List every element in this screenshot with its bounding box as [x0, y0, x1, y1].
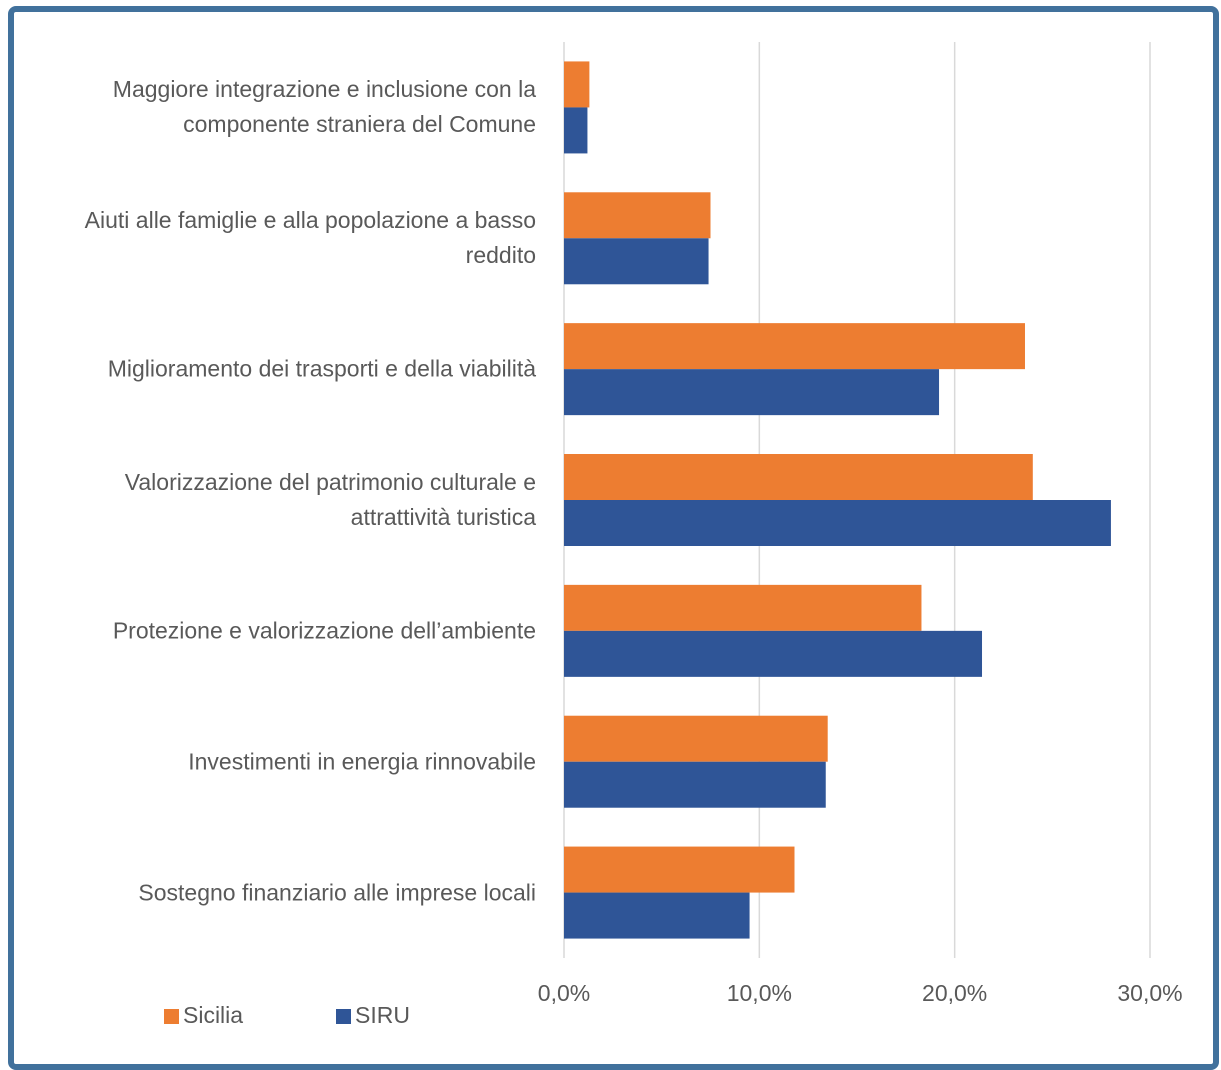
bar [564, 107, 588, 154]
y-tick-label: Valorizzazione del patrimonio culturale … [124, 469, 536, 530]
bar [564, 584, 922, 631]
bar [564, 454, 1033, 500]
bar [564, 715, 828, 762]
bar [564, 238, 709, 285]
bar [564, 192, 711, 239]
bar [564, 846, 795, 893]
legend-label: SIRU [355, 1002, 410, 1028]
legend-swatch [336, 1009, 351, 1024]
x-tick-label: 0,0% [538, 980, 590, 1006]
bar [564, 323, 1025, 370]
x-tick-label: 10,0% [727, 980, 792, 1006]
bar [564, 500, 1111, 546]
legend-label: Sicilia [183, 1002, 243, 1028]
x-tick-label: 30,0% [1117, 980, 1182, 1006]
bar [564, 630, 983, 677]
y-tick-label: Aiuti alle famiglie e alla popolazione a… [84, 207, 536, 269]
y-tick-label: Maggiore integrazione e inclusione con l… [112, 76, 536, 138]
x-tick-label: 20,0% [922, 980, 987, 1006]
bar [564, 761, 826, 808]
y-tick-label: Investimenti in energia rinnovabile [188, 748, 536, 775]
bar [564, 892, 750, 939]
y-tick-label: Sostegno finanziario alle imprese locali [138, 879, 536, 906]
legend-swatch [164, 1009, 179, 1024]
y-tick-label: Miglioramento dei trasporti e della viab… [107, 355, 536, 382]
bar [564, 369, 940, 416]
y-tick-label: Protezione e valorizzazione dell’ambient… [112, 617, 536, 644]
bar [564, 61, 590, 108]
